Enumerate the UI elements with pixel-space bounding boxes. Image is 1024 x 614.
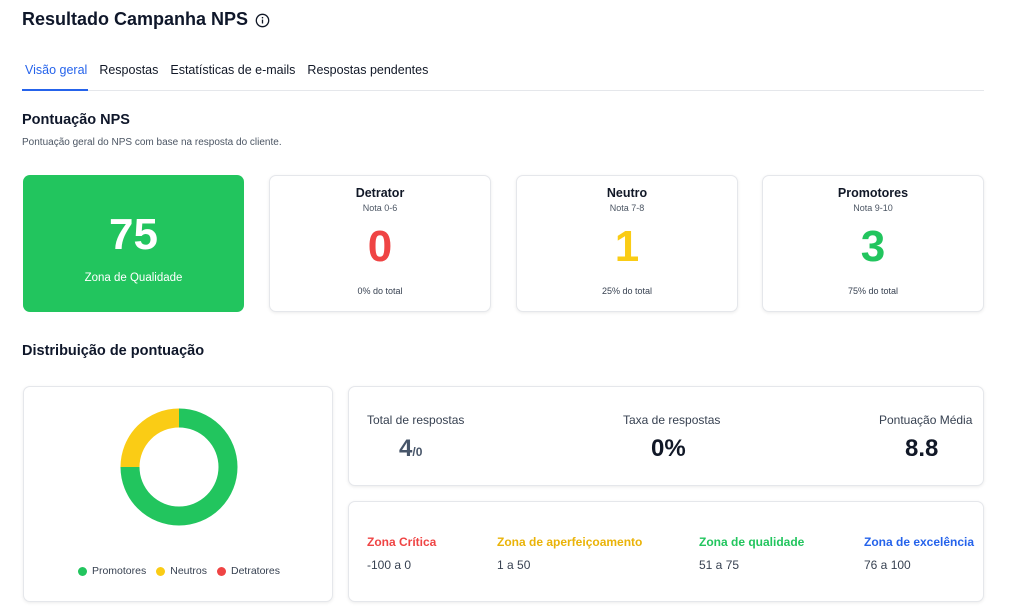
total-responses-suffix: /0: [412, 445, 423, 459]
zone-critica: Zona Crítica -100 a 0: [367, 535, 436, 572]
tab-respostas[interactable]: Respostas: [99, 63, 159, 77]
average-score-label: Pontuação Média: [879, 413, 973, 427]
donut-chart: [120, 408, 238, 526]
zone-qualidade-range: 51 a 75: [699, 558, 740, 572]
detrator-name: Detrator: [355, 186, 405, 200]
promotores-name: Promotores: [837, 186, 909, 200]
tab-respostas-pendentes[interactable]: Respostas pendentes: [307, 63, 429, 77]
legend-item-promotores: Promotores: [77, 565, 147, 577]
zone-excelencia-name: Zona de excelência: [864, 535, 975, 549]
response-rate-label: Taxa de respostas: [623, 413, 721, 427]
average-score-value: 8.8: [905, 435, 939, 462]
nps-section-subtitle: Pontuação geral do NPS com base na respo…: [22, 137, 282, 148]
legend-label-detratores: Detratores: [231, 565, 281, 577]
legend-dot-detratores: [217, 566, 226, 576]
neutro-pct: 25% do total: [601, 286, 653, 296]
zone-aperfeicoamento-name: Zona de aperfeiçoamento: [497, 535, 643, 549]
nps-score-card: 75 Zona de Qualidade: [23, 175, 244, 312]
detrator-range: Nota 0-6: [362, 203, 398, 213]
legend-item-neutros: Neutros: [156, 565, 207, 577]
legend-label-promotores: Promotores: [91, 565, 147, 577]
zone-critica-name: Zona Crítica: [367, 535, 437, 549]
zone-qualidade: Zona de qualidade 51 a 75: [699, 535, 804, 572]
donut-slice-neutros: [120, 408, 180, 468]
page-title-text: Resultado Campanha NPS: [22, 9, 249, 29]
zone-excelencia: Zona de excelência 76 a 100: [864, 535, 974, 572]
zone-excelencia-range: 76 a 100: [864, 558, 911, 572]
nps-section-title: Pontuação NPS: [22, 112, 130, 128]
zone-qualidade-name: Zona de qualidade: [699, 535, 805, 549]
neutro-count: 1: [614, 222, 640, 271]
info-circle-icon[interactable]: [255, 12, 270, 28]
neutro-name: Neutro: [606, 186, 648, 200]
response-rate-value: 0%: [651, 435, 686, 462]
zones-card: Zona Crítica -100 a 0 Zona de aperfeiçoa…: [348, 501, 984, 602]
detrator-card: Detrator Nota 0-6 0 0% do total: [269, 175, 491, 312]
nps-score-value: 75: [109, 210, 158, 259]
legend-item-detratores: Detratores: [217, 565, 280, 577]
detrator-count: 0: [367, 222, 393, 271]
distribution-section-title: Distribuição de pontuação: [22, 343, 205, 359]
tab-bar: Visão geral Respostas Estatísticas de e-…: [22, 60, 984, 91]
legend-dot-neutros: [156, 566, 166, 576]
promotores-range: Nota 9-10: [853, 203, 893, 213]
response-stats-card: Total de respostas 4/0 Taxa de respostas…: [348, 386, 984, 486]
zone-critica-range: -100 a 0: [367, 558, 412, 572]
donut-slice-promotores: [120, 408, 238, 526]
neutro-card: Neutro Nota 7-8 1 25% do total: [516, 175, 738, 312]
page-title: Resultado Campanha NPS: [22, 9, 270, 30]
total-responses-count: 4: [399, 435, 413, 462]
neutro-range: Nota 7-8: [609, 203, 645, 213]
tab-estatisticas-emails[interactable]: Estatísticas de e-mails: [170, 63, 296, 77]
promotores-card: Promotores Nota 9-10 3 75% do total: [762, 175, 984, 312]
promotores-count: 3: [860, 222, 886, 271]
promotores-pct: 75% do total: [847, 286, 899, 296]
zone-aperfeicoamento-range: 1 a 50: [497, 558, 531, 572]
legend-dot-promotores: [77, 566, 87, 576]
total-responses-value: 4/0: [399, 435, 422, 463]
nps-score-zone: Zona de Qualidade: [84, 272, 183, 284]
legend-label-neutros: Neutros: [170, 565, 207, 577]
zone-aperfeicoamento: Zona de aperfeiçoamento 1 a 50: [497, 535, 642, 572]
tab-visao-geral[interactable]: Visão geral: [22, 60, 89, 91]
chart-legend: Promotores Neutros Detratores: [24, 565, 334, 577]
distribution-chart-card: Promotores Neutros Detratores: [23, 386, 333, 602]
detrator-pct: 0% do total: [357, 286, 403, 296]
total-responses-label: Total de respostas: [367, 413, 465, 427]
